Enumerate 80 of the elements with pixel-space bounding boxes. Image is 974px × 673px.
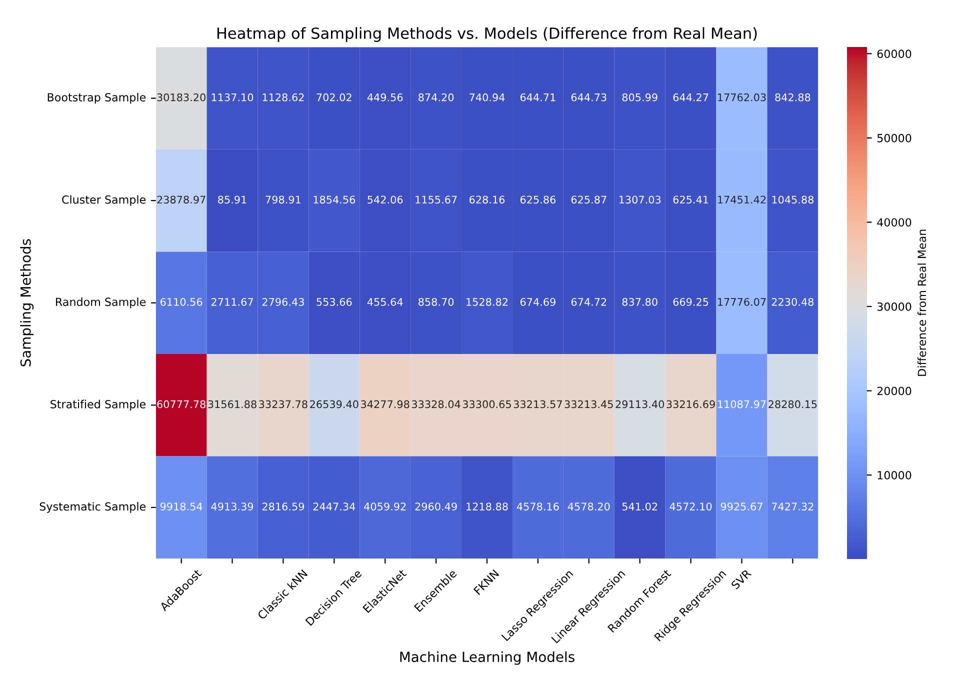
color-bar-label: 50000: [877, 134, 912, 142]
data-label: 1045.88: [772, 196, 814, 204]
data-label: 33237.78: [259, 400, 308, 408]
data-label: 17762.03: [718, 93, 766, 102]
data-label: 674.72: [571, 298, 606, 306]
data-label: 628.16: [470, 196, 505, 204]
y-tick-label: Random Sample: [56, 297, 146, 308]
data-label: 449.56: [367, 93, 403, 102]
data-label: 17451.42: [718, 196, 766, 204]
data-label: 874.20: [418, 93, 454, 102]
data-label: 625.41: [673, 196, 708, 204]
data-label: 625.87: [571, 196, 606, 204]
data-label: 2960.49: [415, 502, 457, 510]
data-label: 1137.10: [212, 93, 254, 102]
data-label: 1307.03: [619, 196, 661, 204]
data-label: 26539.40: [310, 400, 358, 408]
data-label: 2230.48: [772, 298, 814, 306]
color-bar-label: 40000: [877, 218, 912, 227]
data-label: 4578.20: [568, 502, 610, 510]
data-label: 7427.32: [772, 502, 814, 510]
data-label: 842.88: [775, 93, 810, 102]
x-axis-title: Machine Learning Models: [400, 651, 574, 665]
data-label: 28280.15: [768, 400, 817, 408]
color-bar-label: 10000: [878, 471, 912, 480]
data-label: 33328.04: [412, 400, 460, 408]
y-tick-label: Bootstrap Sample: [48, 92, 146, 104]
data-label: 33300.65: [462, 400, 511, 408]
data-label: 805.99: [622, 93, 658, 102]
color-bar-label: 30000: [877, 302, 912, 311]
data-label: 4059.92: [364, 502, 406, 510]
data-label: 644.27: [673, 93, 708, 102]
data-label: 33213.45: [564, 400, 613, 408]
data-label: 60777.78: [157, 400, 206, 408]
color-bar-title: Difference from Real Mean: [917, 230, 926, 376]
data-label: 644.71: [520, 93, 556, 102]
color-bar-label: 20000: [877, 386, 912, 396]
data-label: 33216.69: [666, 400, 715, 408]
y-axis-title: Sampling Methods: [20, 239, 34, 366]
data-label: 1854.56: [314, 196, 356, 204]
y-tick-label: Cluster Sample: [62, 195, 146, 206]
data-label: 2447.34: [313, 502, 356, 510]
data-label: 9918.54: [160, 502, 202, 510]
data-label: 1128.62: [262, 93, 304, 102]
data-label: 4572.10: [670, 502, 712, 510]
data-label: 702.02: [316, 93, 352, 102]
data-label: 17776.07: [718, 298, 766, 306]
data-label: 29113.40: [616, 400, 664, 408]
data-label: 625.86: [520, 196, 556, 204]
y-tick-label: Systematic Sample: [40, 502, 146, 513]
data-label: 674.69: [520, 298, 556, 306]
data-label: 30183.20: [157, 93, 206, 102]
data-label: 553.66: [316, 298, 352, 306]
data-label: 798.91: [266, 196, 300, 204]
data-label: 541.02: [622, 502, 658, 510]
data-label: 542.06: [368, 196, 403, 204]
data-label: 2816.59: [262, 502, 304, 510]
data-label: 6110.56: [160, 298, 202, 306]
color-bar-label: 60000: [877, 50, 912, 58]
data-label: 669.25: [673, 298, 708, 306]
chart-title: Heatmap of Sampling Methods vs. Models (Difference from Real Mean): [217, 27, 757, 42]
data-label: 4913.39: [211, 502, 254, 510]
data-label: 11087.97: [718, 400, 766, 408]
data-label: 1218.88: [466, 502, 508, 510]
data-label: 740.94: [470, 93, 505, 102]
data-label: 2711.67: [211, 298, 253, 306]
data-label: 858.70: [418, 298, 454, 306]
data-label: 23878.97: [157, 196, 206, 204]
data-label: 85.91: [218, 196, 246, 204]
data-label: 1528.82: [466, 298, 508, 306]
data-label: 33213.57: [514, 400, 562, 408]
data-label: 9925.67: [720, 502, 762, 510]
data-label: 2796.43: [262, 298, 304, 306]
data-label: 4578.16: [516, 502, 559, 510]
data-label: 455.64: [367, 298, 403, 306]
data-label: 31561.88: [208, 400, 256, 408]
data-label: 644.73: [571, 93, 606, 102]
y-tick-label: Stratified Sample: [50, 400, 146, 411]
data-label: 837.80: [622, 298, 658, 306]
data-label: 34277.98: [361, 400, 410, 408]
data-label: 1155.67: [416, 196, 457, 204]
